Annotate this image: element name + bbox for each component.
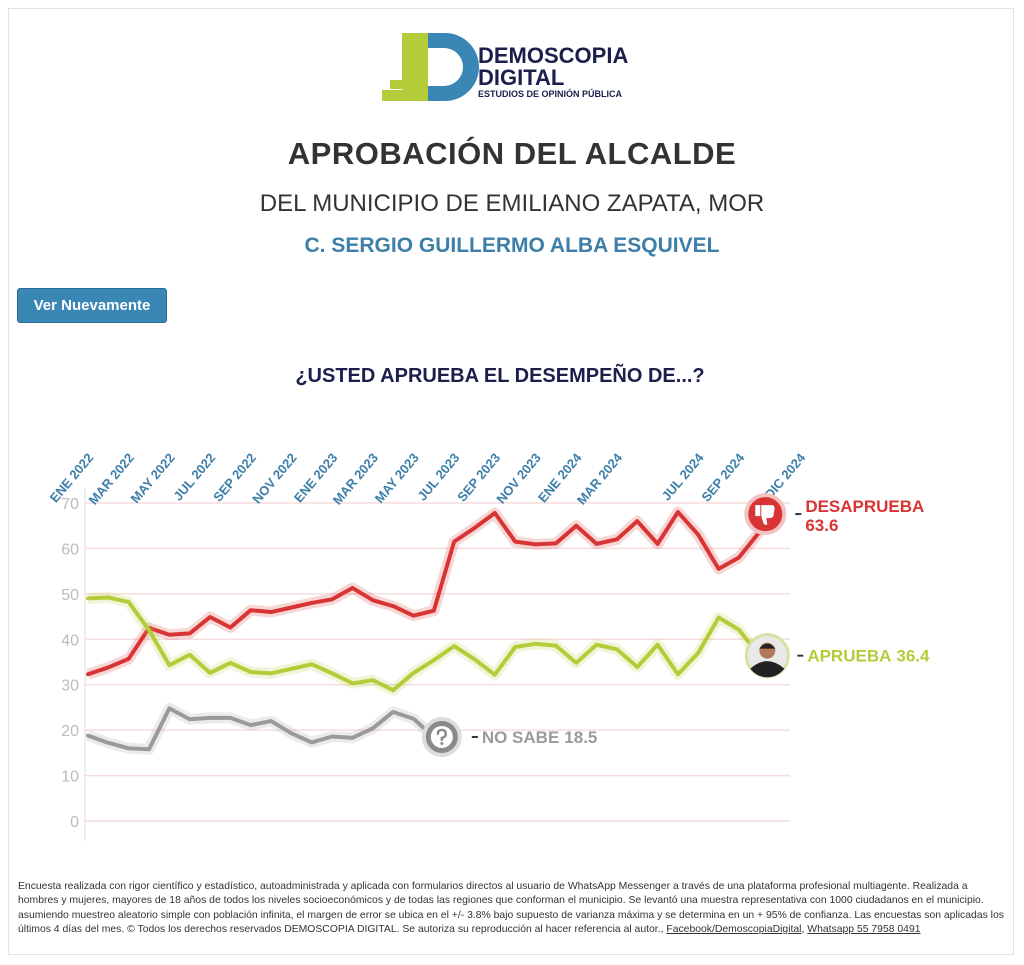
logo-text: DIGITAL <box>478 65 564 90</box>
series-line <box>86 706 436 752</box>
portrait-icon <box>750 661 785 678</box>
logo-tagline: ESTUDIOS DE OPINIÓN PÚBLICA <box>478 88 623 99</box>
chart-title: ¿USTED APRUEBA EL DESEMPEÑO DE...? <box>295 364 704 387</box>
y-tick-label: 10 <box>61 769 79 786</box>
facebook-link[interactable]: Facebook/DemoscopiaDigital <box>666 924 802 936</box>
logo: DEMOSCOPIA DIGITAL ESTUDIOS DE OPINIÓN P… <box>382 33 628 101</box>
whatsapp-link[interactable]: Whatsapp 55 7958 0491 <box>807 924 921 936</box>
line-glow <box>86 702 438 755</box>
y-tick-label: 30 <box>61 678 79 695</box>
title: APROBACIÓN DEL ALCALDE <box>287 136 737 171</box>
frame <box>8 8 1014 955</box>
y-tick-label: 20 <box>61 723 79 740</box>
y-tick-label: 60 <box>61 541 79 558</box>
x-tick-label: SEP 2024 <box>698 450 747 505</box>
person-name: C. SERGIO GUILLERMO ALBA ESQUIVEL <box>304 234 720 257</box>
footnote-text: Encuesta realizada con rigor científico … <box>18 881 1004 936</box>
y-tick-label: 0 <box>70 814 79 831</box>
question-icon <box>440 741 444 745</box>
series-label: APRUEBA 36.4 <box>807 647 930 666</box>
series-name: NO SABE <box>482 728 559 747</box>
end-value-label: 36.4 <box>896 647 930 666</box>
thumbs-down-icon <box>761 505 775 525</box>
logo-bar <box>382 90 402 101</box>
end-value-label: 63.6 <box>805 516 838 535</box>
replay-button[interactable]: Ver Nuevamente <box>17 288 167 323</box>
series-name: APRUEBA <box>807 647 891 666</box>
y-tick-label: 50 <box>61 587 79 604</box>
series-line <box>86 595 762 693</box>
footnote: Encuesta realizada con rigor científico … <box>18 881 1004 936</box>
logo-text: DEMOSCOPIA <box>478 43 628 68</box>
series-line <box>86 510 762 677</box>
y-tick-label: 40 <box>61 632 79 649</box>
logo-d <box>428 33 479 101</box>
thumbs-down-icon <box>755 505 761 517</box>
portrait-icon <box>759 643 776 649</box>
end-value-label: 18.5 <box>564 728 597 747</box>
subtitle: DEL MUNICIPIO DE EMILIANO ZAPATA, MOR <box>259 190 765 217</box>
logo-bar <box>390 80 402 89</box>
question-icon <box>436 728 448 742</box>
series-label: DESAPRUEBA <box>805 497 924 516</box>
y-tick-label: 70 <box>61 496 79 513</box>
logo-bar <box>402 33 428 101</box>
chart: DEMOSCOPIA DIGITAL ESTUDIOS DE OPINIÓN P… <box>47 33 930 841</box>
series-label: NO SABE 18.5 <box>482 728 598 747</box>
